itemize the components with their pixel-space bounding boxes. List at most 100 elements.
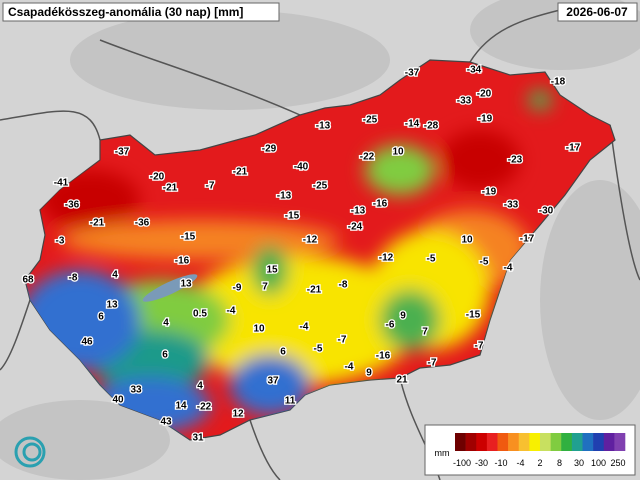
station-value: -25 xyxy=(313,181,328,192)
legend-tick-label: 8 xyxy=(557,458,562,468)
station-value: -14 xyxy=(405,119,420,130)
station-value: 10 xyxy=(253,324,265,335)
station-value: 10 xyxy=(392,147,404,158)
station-value: -33 xyxy=(457,96,472,107)
legend-swatch xyxy=(508,433,520,451)
station-value: -22 xyxy=(360,152,375,163)
station-value: -19 xyxy=(482,187,497,198)
borders xyxy=(0,9,640,481)
station-value: -13 xyxy=(277,191,292,202)
legend-tick-label: -4 xyxy=(516,458,524,468)
station-value: -21 xyxy=(90,218,105,229)
station-value: 13 xyxy=(106,300,118,311)
station-value: -5 xyxy=(480,257,489,268)
station-value: -6 xyxy=(386,320,395,331)
legend-swatch xyxy=(561,433,573,451)
station-value: -19 xyxy=(478,114,493,125)
legend-swatch xyxy=(465,433,477,451)
station-value: -33 xyxy=(504,200,519,211)
station-value: -16 xyxy=(175,256,190,267)
station-value: 11 xyxy=(285,396,296,407)
station-value: -5 xyxy=(314,344,323,355)
station-value: 9 xyxy=(366,368,372,379)
station-value: 43 xyxy=(160,417,172,428)
station-value: -5 xyxy=(427,254,436,265)
legend-swatch xyxy=(550,433,562,451)
station-value: -7 xyxy=(428,358,437,369)
station-value: -13 xyxy=(351,206,366,217)
station-value: -15 xyxy=(466,310,481,321)
station-value: 6 xyxy=(280,347,286,358)
station-value: -15 xyxy=(181,232,196,243)
legend-swatch xyxy=(540,433,551,451)
legend-tick-label: -10 xyxy=(494,458,507,468)
legend-swatch xyxy=(603,433,615,451)
station-value: 40 xyxy=(112,395,124,406)
station-value: -9 xyxy=(233,283,242,294)
title-box xyxy=(2,2,280,22)
station-value: -8 xyxy=(339,280,348,291)
station-value: -16 xyxy=(373,199,388,210)
station-value: -15 xyxy=(285,211,300,222)
lake xyxy=(142,274,198,302)
station-value: -16 xyxy=(376,351,391,362)
station-value: -22 xyxy=(197,402,212,413)
station-value: 68 xyxy=(22,275,34,286)
station-value: -18 xyxy=(551,77,566,88)
station-value: -4 xyxy=(300,322,309,333)
station-value: -37 xyxy=(115,147,130,158)
station-value: 4 xyxy=(112,270,118,281)
station-value: -4 xyxy=(345,362,354,373)
logo xyxy=(14,436,46,468)
station-value: 7 xyxy=(422,327,428,338)
date-box xyxy=(557,2,638,22)
station-value: -36 xyxy=(65,200,80,211)
station-value: -21 xyxy=(307,285,322,296)
station-value: -34 xyxy=(467,65,482,76)
legend-unit: mm xyxy=(435,448,450,458)
title: Csapadékösszeg-anomália (30 nap) [mm] xyxy=(8,5,243,19)
station-value: -23 xyxy=(508,155,523,166)
station-value: 4 xyxy=(163,318,169,329)
station-value: 4 xyxy=(197,381,203,392)
station-value: 9 xyxy=(400,311,406,322)
station-value: -25 xyxy=(363,115,378,126)
station-value: 37 xyxy=(267,376,279,387)
station-value: -7 xyxy=(206,181,215,192)
legend-swatch xyxy=(529,433,541,451)
station-value: -21 xyxy=(233,167,248,178)
legend-swatch xyxy=(497,433,509,451)
date: 2026-06-07 xyxy=(566,5,628,19)
station-value: -7 xyxy=(475,341,484,352)
legend-swatch xyxy=(582,433,594,451)
station-value: 7 xyxy=(262,282,268,293)
station-value: -21 xyxy=(163,183,178,194)
station-value: 6 xyxy=(162,350,168,361)
station-value: -20 xyxy=(150,172,165,183)
station-value: 21 xyxy=(396,375,408,386)
station-value: -12 xyxy=(303,235,318,246)
station-value: 46 xyxy=(81,337,93,348)
station-value: 15 xyxy=(266,265,278,276)
station-value: -7 xyxy=(338,335,347,346)
legend-swatch xyxy=(486,433,498,451)
station-value: -36 xyxy=(135,218,150,229)
legend-swatch xyxy=(518,433,530,451)
legend-swatch xyxy=(455,433,466,451)
station-value: 0.5 xyxy=(193,309,207,320)
station-value: -37 xyxy=(405,68,420,79)
station-value: -13 xyxy=(316,121,331,132)
station-labels: -37 -34-18-20-33-19-13-25 -14 -28-17-37 -29 1… xyxy=(21,63,582,445)
station-value: -17 xyxy=(520,234,535,245)
legend-swatch xyxy=(614,433,626,451)
legend-swatch xyxy=(571,433,583,451)
legend: -100 -30 -10 -4 2 8 30 100 250 xyxy=(453,433,626,468)
station-value: -8 xyxy=(69,273,78,284)
legend-tick-label: -30 xyxy=(475,458,488,468)
station-value: -24 xyxy=(348,222,363,233)
legend-swatch xyxy=(476,433,488,451)
station-value: -3 xyxy=(56,236,65,247)
station-value: -17 xyxy=(566,143,581,154)
station-value: 33 xyxy=(130,385,142,396)
station-value: 13 xyxy=(180,279,192,290)
